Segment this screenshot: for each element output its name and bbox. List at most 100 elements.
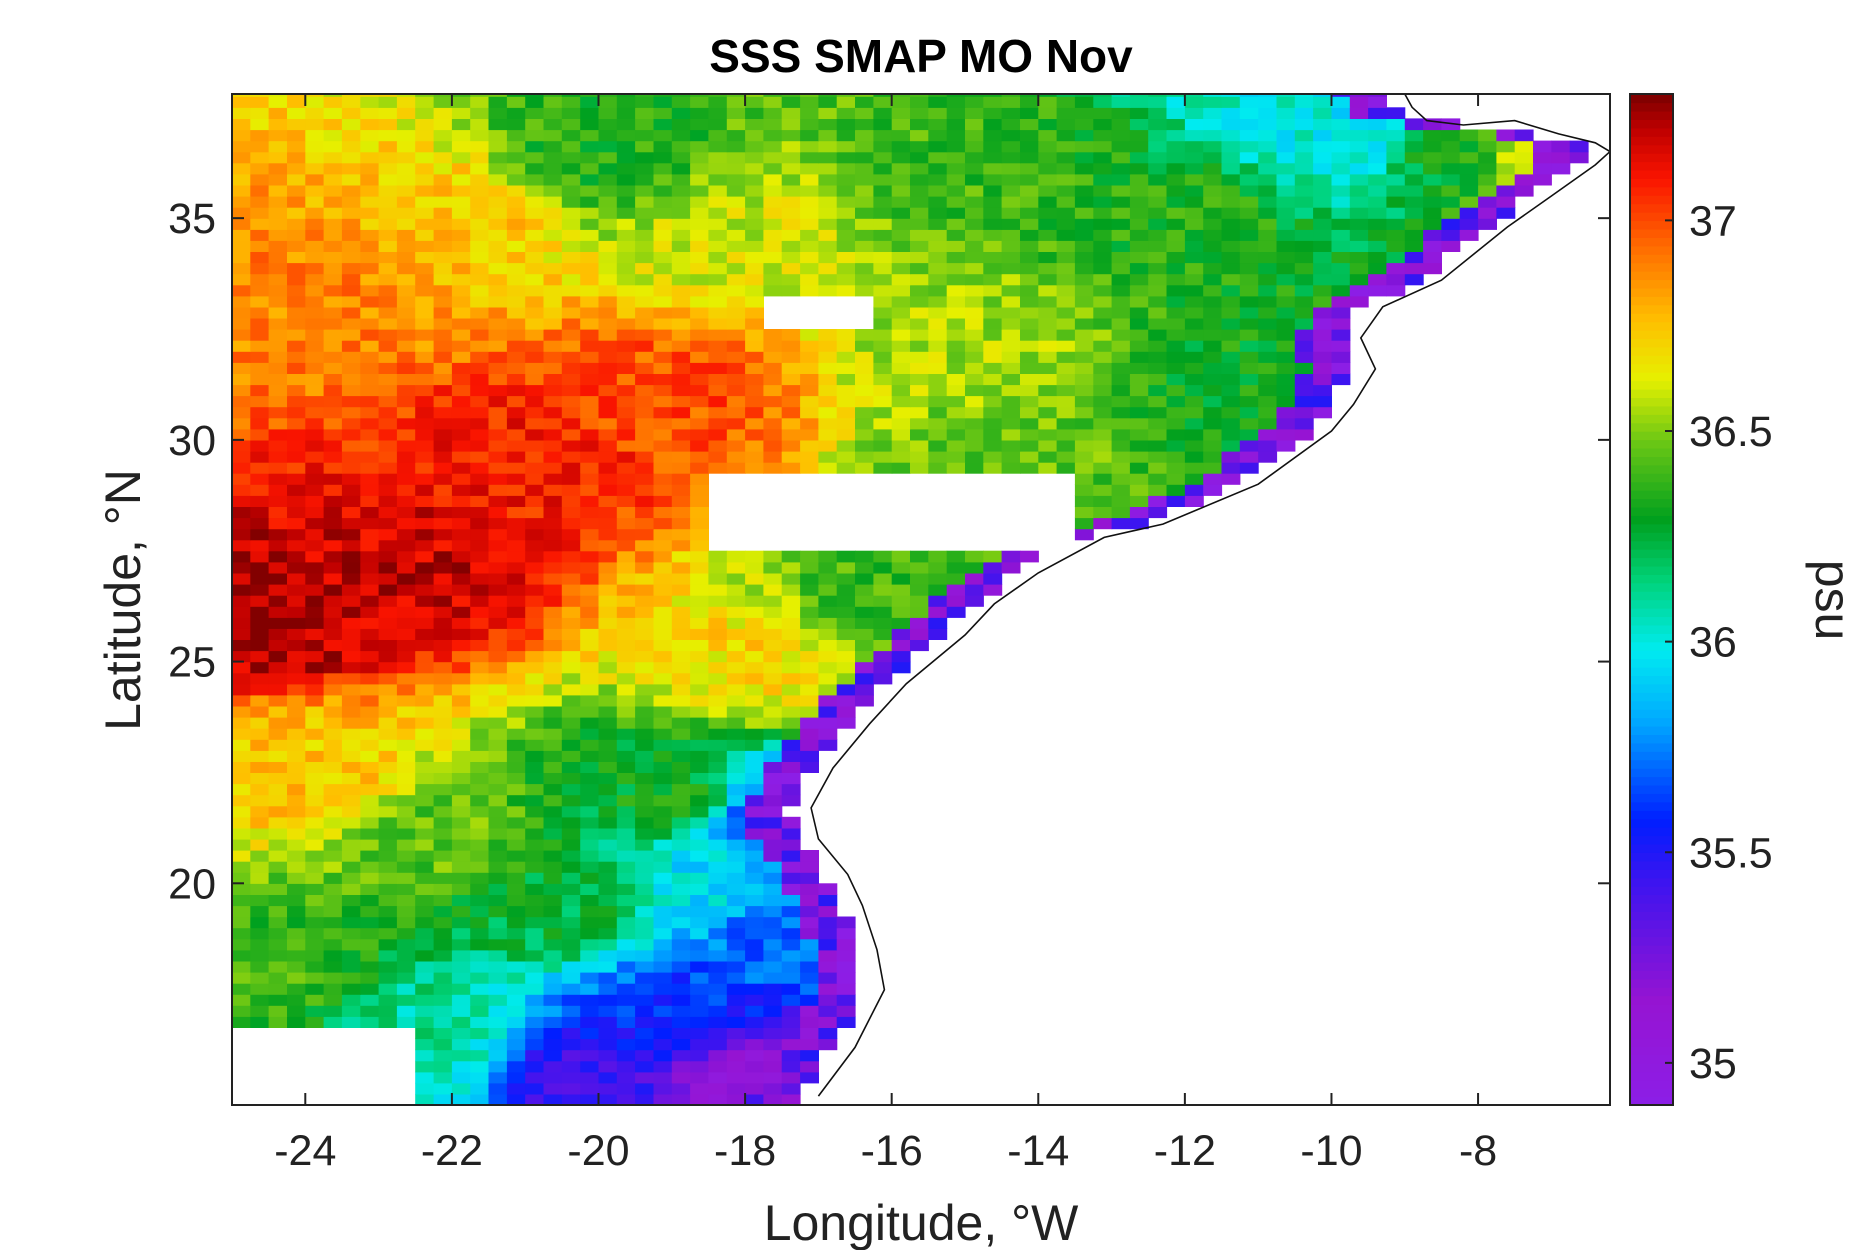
salinity-cell — [470, 1038, 490, 1051]
salinity-cell — [598, 184, 618, 197]
salinity-cell — [470, 717, 490, 729]
salinity-cell — [268, 539, 288, 552]
salinity-cell — [378, 672, 398, 685]
salinity-cell — [305, 850, 325, 862]
salinity-cell — [341, 351, 361, 363]
salinity-cell — [506, 694, 526, 707]
salinity-cell — [360, 783, 380, 796]
salinity-cell — [598, 639, 618, 652]
salinity-cell — [378, 439, 398, 452]
salinity-cell — [415, 1082, 435, 1095]
salinity-cell — [1148, 151, 1168, 164]
salinity-cell — [928, 118, 948, 131]
salinity-cell — [506, 550, 526, 563]
salinity-cell — [891, 94, 911, 97]
salinity-cell — [763, 207, 783, 219]
salinity-cell — [836, 351, 856, 363]
salinity-cell — [360, 1005, 380, 1017]
salinity-cell — [378, 584, 398, 596]
salinity-cell — [451, 628, 471, 640]
salinity-cell — [1276, 417, 1296, 430]
salinity-cell — [250, 1005, 270, 1017]
salinity-cell — [232, 639, 251, 652]
coastline — [810, 94, 1610, 1097]
salinity-cell — [873, 173, 893, 186]
salinity-cell — [1239, 96, 1259, 108]
salinity-cell — [965, 428, 984, 441]
salinity-cell — [396, 838, 416, 851]
salinity-cell — [616, 850, 636, 862]
salinity-cell — [616, 273, 636, 286]
salinity-cell — [1514, 129, 1534, 142]
salinity-cell — [873, 118, 893, 131]
salinity-cell — [433, 694, 453, 707]
salinity-cell — [965, 406, 984, 419]
salinity-cell — [561, 329, 581, 341]
salinity-cell — [708, 750, 728, 762]
salinity-cell — [745, 151, 764, 164]
salinity-cell — [451, 905, 471, 918]
salinity-cell — [818, 173, 838, 186]
salinity-cell — [433, 628, 453, 640]
salinity-cell — [745, 872, 764, 884]
salinity-cell — [268, 838, 288, 851]
salinity-cell — [287, 373, 306, 386]
salinity-cell — [836, 262, 856, 275]
salinity-cell — [543, 617, 563, 629]
salinity-cell — [1056, 406, 1076, 419]
salinity-cell — [451, 872, 471, 884]
salinity-cell — [671, 550, 691, 563]
salinity-cell — [580, 683, 600, 696]
salinity-cell — [525, 240, 545, 252]
salinity-cell — [616, 1049, 636, 1062]
salinity-cell — [451, 284, 471, 297]
salinity-cell — [1331, 129, 1351, 142]
salinity-cell — [1093, 362, 1113, 374]
salinity-cell — [1423, 229, 1442, 241]
salinity-cell — [561, 162, 581, 175]
salinity-cell — [671, 861, 691, 873]
salinity-cell — [708, 550, 728, 563]
salinity-cell — [287, 462, 306, 474]
salinity-cell — [506, 827, 526, 840]
salinity-cell — [983, 373, 1003, 386]
salinity-cell — [360, 517, 380, 530]
salinity-cell — [250, 783, 270, 796]
salinity-cell — [506, 650, 526, 663]
salinity-cell — [1386, 196, 1406, 208]
salinity-cell — [708, 794, 728, 807]
salinity-cell — [745, 196, 764, 208]
salinity-cell — [525, 317, 545, 330]
salinity-cell — [1111, 428, 1131, 441]
salinity-cell — [323, 517, 343, 530]
salinity-cell — [1349, 262, 1369, 275]
salinity-cell — [561, 717, 581, 729]
salinity-cell — [470, 251, 490, 264]
salinity-cell — [873, 107, 893, 119]
salinity-cell — [323, 539, 343, 552]
salinity-cell — [360, 750, 380, 762]
salinity-cell — [580, 96, 600, 108]
salinity-cell — [415, 572, 435, 585]
salinity-cell — [268, 816, 288, 829]
salinity-cell — [653, 462, 673, 474]
salinity-cell — [616, 960, 636, 973]
salinity-cell — [488, 462, 508, 474]
salinity-cell — [855, 406, 874, 419]
salinity-cell — [305, 362, 325, 374]
salinity-cell — [323, 949, 343, 962]
salinity-cell — [763, 262, 783, 275]
salinity-cell — [1056, 451, 1076, 463]
salinity-cell — [525, 451, 545, 463]
salinity-cell — [671, 949, 691, 962]
salinity-cell — [543, 340, 563, 352]
salinity-cell — [690, 362, 709, 374]
salinity-cell — [378, 694, 398, 707]
salinity-cell — [451, 340, 471, 352]
salinity-cell — [525, 783, 545, 796]
salinity-cell — [433, 595, 453, 607]
salinity-cell — [1258, 273, 1278, 286]
salinity-cell — [1093, 317, 1113, 330]
salinity-cell — [1221, 473, 1241, 485]
salinity-cell — [598, 927, 618, 940]
